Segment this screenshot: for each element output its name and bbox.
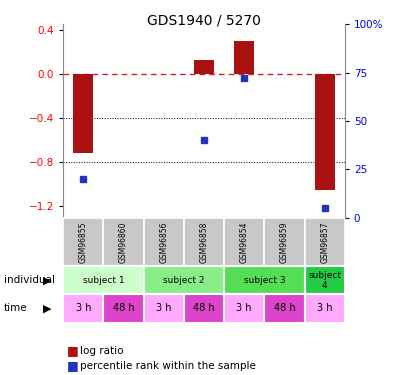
Bar bbox=[315, 74, 335, 190]
Text: 48 h: 48 h bbox=[113, 303, 134, 313]
Text: subject 2: subject 2 bbox=[163, 276, 205, 285]
Text: percentile rank within the sample: percentile rank within the sample bbox=[80, 361, 255, 370]
Text: GSM96860: GSM96860 bbox=[119, 221, 128, 262]
Bar bbox=[184, 294, 224, 322]
Bar bbox=[264, 217, 304, 266]
Text: subject 3: subject 3 bbox=[244, 276, 285, 285]
Text: ■: ■ bbox=[67, 344, 79, 357]
Text: 3 h: 3 h bbox=[75, 303, 91, 313]
Bar bbox=[224, 217, 264, 266]
Bar bbox=[304, 266, 345, 294]
Text: GSM96858: GSM96858 bbox=[200, 221, 208, 262]
Text: time: time bbox=[4, 303, 28, 313]
Text: 3 h: 3 h bbox=[237, 303, 252, 313]
Text: GSM96856: GSM96856 bbox=[159, 221, 168, 262]
Text: individual: individual bbox=[4, 275, 55, 285]
Bar bbox=[224, 294, 264, 322]
Bar bbox=[264, 294, 304, 322]
Text: GSM96859: GSM96859 bbox=[280, 221, 289, 262]
Text: GSM96855: GSM96855 bbox=[79, 221, 88, 262]
Bar bbox=[63, 266, 144, 294]
Text: ▶: ▶ bbox=[43, 303, 51, 313]
Text: subject
4: subject 4 bbox=[308, 271, 341, 290]
Text: ▶: ▶ bbox=[43, 275, 51, 285]
Text: GSM96854: GSM96854 bbox=[240, 221, 249, 262]
Bar bbox=[184, 217, 224, 266]
Bar bbox=[144, 266, 224, 294]
Text: 48 h: 48 h bbox=[274, 303, 295, 313]
Bar bbox=[144, 294, 184, 322]
Bar bbox=[104, 217, 144, 266]
Bar bbox=[144, 217, 184, 266]
Bar bbox=[234, 41, 254, 74]
Text: subject 1: subject 1 bbox=[83, 276, 124, 285]
Bar bbox=[304, 217, 345, 266]
Text: log ratio: log ratio bbox=[80, 346, 123, 355]
Bar bbox=[63, 217, 104, 266]
Bar bbox=[63, 294, 104, 322]
Bar bbox=[194, 60, 214, 74]
Text: 3 h: 3 h bbox=[317, 303, 333, 313]
Text: 48 h: 48 h bbox=[193, 303, 215, 313]
Bar bbox=[224, 266, 304, 294]
Bar bbox=[104, 294, 144, 322]
Bar bbox=[73, 74, 93, 153]
Text: 3 h: 3 h bbox=[156, 303, 171, 313]
Text: GDS1940 / 5270: GDS1940 / 5270 bbox=[147, 13, 261, 27]
Text: GSM96857: GSM96857 bbox=[320, 221, 329, 262]
Bar bbox=[304, 294, 345, 322]
Text: ■: ■ bbox=[67, 359, 79, 372]
